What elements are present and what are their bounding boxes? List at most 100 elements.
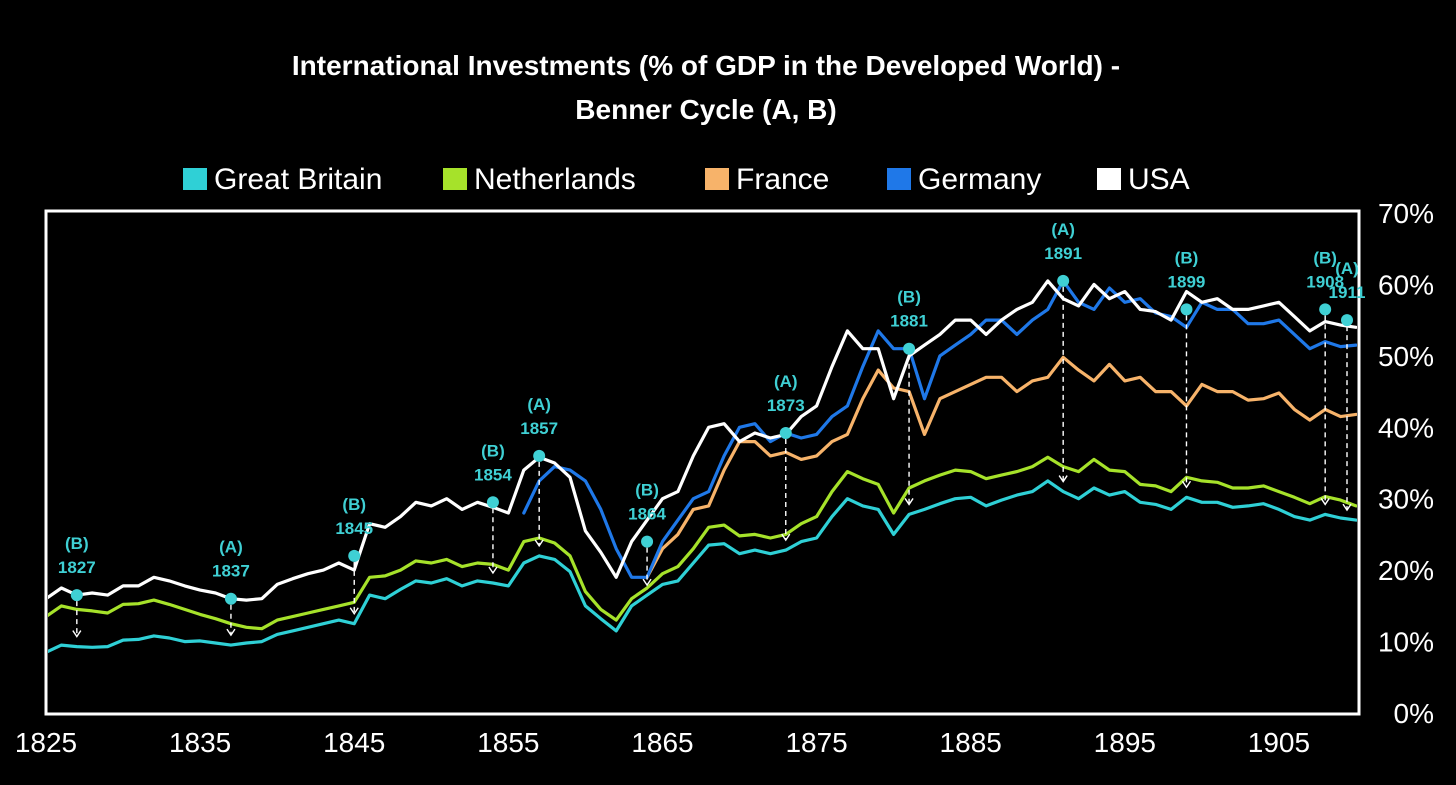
y-tick-label: 10% xyxy=(1378,627,1434,658)
annotation-year-label: 1908 xyxy=(1306,272,1344,291)
annotation-year-label: 1845 xyxy=(335,519,373,538)
annotation-phase-label: (B) xyxy=(65,534,89,553)
annotation-dot xyxy=(348,549,361,562)
annotation-1857: 1857 (A) xyxy=(520,395,558,548)
annotation-arrow-head xyxy=(642,578,652,587)
annotation-year-label: 1873 xyxy=(767,396,805,415)
chart-title-line-1: International Investments (% of GDP in t… xyxy=(292,50,1120,81)
y-tick-label: 0% xyxy=(1394,698,1434,729)
annotation-year-label: 1837 xyxy=(212,562,250,581)
legend-swatch-great-britain xyxy=(183,168,207,190)
annotation-1891: 1891 (A) xyxy=(1044,220,1082,483)
x-tick-label: 1875 xyxy=(785,727,847,758)
annotation-1873: 1873 (A) xyxy=(767,372,805,542)
series-line-france xyxy=(645,355,1357,579)
series-line-usa xyxy=(48,279,1357,602)
y-tick-label: 20% xyxy=(1378,555,1434,586)
legend-swatch-usa xyxy=(1097,168,1121,190)
y-tick-label: 70% xyxy=(1378,198,1434,229)
annotation-year-label: 1827 xyxy=(58,558,96,577)
annotation-arrow-head xyxy=(904,498,914,506)
annotation-dot xyxy=(1319,303,1332,316)
annotation-dot xyxy=(1180,303,1193,316)
annotation-arrow-head xyxy=(1342,503,1352,512)
x-tick-label: 1865 xyxy=(631,727,693,758)
series-layer xyxy=(48,279,1357,654)
x-tick-label: 1845 xyxy=(323,727,385,758)
annotation-phase-label: (B) xyxy=(342,495,366,514)
annotation-dot xyxy=(641,535,654,548)
x-tick-label: 1855 xyxy=(477,727,539,758)
series-line-great-britain xyxy=(48,479,1357,654)
y-tick-label: 40% xyxy=(1378,412,1434,443)
annotation-arrow-head xyxy=(488,566,498,575)
annotation-dot xyxy=(486,496,499,509)
legend-swatch-germany xyxy=(887,168,911,190)
series-line-germany xyxy=(522,279,1357,579)
annotation-phase-label: (B) xyxy=(1313,248,1337,267)
annotation-arrow-head xyxy=(1058,475,1068,483)
y-tick-label: 60% xyxy=(1378,269,1434,300)
annotation-1827: 1827 (B) xyxy=(58,534,96,638)
legend-label-great-britain: Great Britain xyxy=(214,163,382,196)
annotation-dot xyxy=(1341,314,1353,327)
annotation-dot xyxy=(533,449,546,462)
annotation-year-label: 1854 xyxy=(474,465,512,484)
annotation-1899: 1899 (B) xyxy=(1168,248,1206,489)
legend-label-france: France xyxy=(736,163,829,196)
annotation-phase-label: (B) xyxy=(481,441,505,460)
annotation-1845: 1845 (B) xyxy=(335,495,373,615)
annotation-arrow-head xyxy=(1181,480,1192,489)
x-tick-label: 1895 xyxy=(1094,727,1156,758)
annotation-dot xyxy=(1057,274,1070,287)
legend-label-usa: USA xyxy=(1128,163,1190,196)
annotation-1881: 1881 (B) xyxy=(890,288,928,506)
chart-title-line-2: Benner Cycle (A, B) xyxy=(575,94,836,125)
annotation-layer: 1827 (B) 1837 (A) 1845 (B) 1854 (B) 1857 (A) 1864 (… xyxy=(58,220,1366,638)
x-tick-label: 1825 xyxy=(15,727,77,758)
legend-label-germany: Germany xyxy=(918,163,1041,196)
annotation-year-label: 1891 xyxy=(1044,244,1082,263)
annotation-year-label: 1864 xyxy=(628,505,666,524)
annotation-arrow-head xyxy=(534,539,544,548)
y-tick-label: 30% xyxy=(1378,484,1434,515)
annotation-year-label: 1881 xyxy=(890,312,928,331)
annotation-year-label: 1857 xyxy=(520,419,558,438)
annotation-phase-label: (B) xyxy=(897,288,921,307)
annotation-dot xyxy=(70,589,83,602)
annotation-arrow-head xyxy=(226,628,236,637)
plot-frame xyxy=(44,209,1361,716)
annotation-arrow-head xyxy=(72,630,82,638)
chart-legend: Great Britain Netherlands France Germany USA xyxy=(183,163,1190,196)
annotation-phase-label: (A) xyxy=(527,395,551,414)
annotation-phase-label: (A) xyxy=(1051,220,1075,239)
annotation-1908: 1908 (B) xyxy=(1306,248,1344,506)
y-tick-label: 50% xyxy=(1378,341,1434,372)
x-tick-label: 1905 xyxy=(1248,727,1310,758)
annotation-phase-label: (B) xyxy=(1175,248,1199,267)
x-axis-ticks: 1825 1835 1845 1855 1865 1875 1885 1895 1905 xyxy=(15,727,1310,758)
legend-swatch-netherlands xyxy=(443,168,467,190)
annotation-year-label: 1911 xyxy=(1329,283,1366,302)
annotation-phase-label: (B) xyxy=(635,481,659,500)
annotation-1864: 1864 (B) xyxy=(628,481,667,587)
annotation-arrow-head xyxy=(349,607,359,615)
x-tick-label: 1885 xyxy=(940,727,1002,758)
annotation-1837: 1837 (A) xyxy=(212,538,250,637)
annotation-1854: 1854 (B) xyxy=(474,441,512,575)
annotation-year-label: 1899 xyxy=(1168,272,1206,291)
annotation-arrow-head xyxy=(1320,498,1330,506)
legend-swatch-france xyxy=(705,168,729,190)
annotation-dot xyxy=(903,342,916,355)
annotation-dot xyxy=(779,427,792,439)
annotation-phase-label: (A) xyxy=(1335,259,1359,278)
annotation-dot xyxy=(224,592,237,605)
annotation-1911: 1911 (A) xyxy=(1329,259,1366,512)
legend-label-netherlands: Netherlands xyxy=(474,163,636,196)
x-tick-label: 1835 xyxy=(169,727,231,758)
annotation-phase-label: (A) xyxy=(774,372,798,391)
y-axis-ticks: 0% 10% 20% 30% 40% 50% 60% 70% xyxy=(1378,198,1434,729)
annotation-arrow-head xyxy=(781,533,791,542)
